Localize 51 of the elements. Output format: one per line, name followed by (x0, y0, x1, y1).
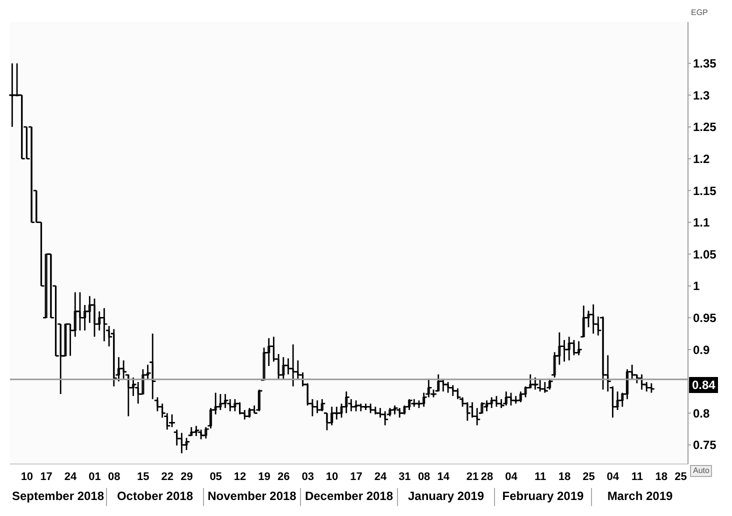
x-tick-label: 11 (631, 470, 643, 483)
y-tick-label: 1.25 (693, 120, 717, 134)
auto-button: Auto (690, 465, 712, 477)
y-axis-title: EGP (691, 8, 708, 17)
y-tick-label: 0.95 (693, 310, 717, 325)
text: March 2019 (591, 488, 688, 506)
text: February 2019 (494, 488, 591, 506)
text: January 2019 (397, 488, 494, 506)
x-tick-label: 24 (374, 470, 388, 483)
x-tick-label: 22 (161, 470, 174, 483)
x-tick-label: 28 (480, 470, 494, 483)
x-tick-label: 14 (437, 470, 450, 483)
x-tick-label: 03 (302, 470, 314, 483)
x-tick-label: 15 (137, 470, 150, 483)
x-tick-label: 12 (234, 470, 246, 483)
x-tick-label: 25 (582, 470, 595, 483)
x-tick-label: 18 (655, 470, 668, 483)
x-tick-label: 26 (277, 470, 290, 483)
x-tick-label: 08 (108, 470, 120, 483)
y-tick-label: 1.3 (693, 88, 710, 102)
y-tick-label: 1 (693, 279, 700, 294)
x-tick-label: 17 (40, 470, 52, 483)
text: September 2018 (10, 488, 106, 505)
annotation: 0.84 (689, 376, 718, 392)
x-tick-label: 04 (505, 470, 518, 483)
text: November 2018 (203, 488, 300, 506)
y-tick-label: 0.8 (693, 406, 710, 420)
y-tick-label: 1.35 (693, 56, 717, 71)
text: December 2018 (300, 488, 397, 506)
x-tick-label: 21 (466, 470, 479, 483)
y-tick-label: 1.05 (693, 247, 717, 262)
x-tick-label: 08 (418, 470, 430, 483)
x-tick-label: 24 (64, 470, 78, 483)
y-tick-label: 1.15 (693, 184, 717, 198)
y-tick-label: 1.1 (693, 216, 710, 230)
y-tick-label: 0.75 (693, 438, 717, 452)
x-tick-label: 01 (88, 470, 101, 483)
y-tick-label: 1.2 (693, 152, 710, 166)
x-tick-label: 10 (20, 470, 34, 483)
x-tick-label: 05 (210, 470, 222, 483)
x-tick-label: 10 (326, 470, 338, 483)
x-tick-label: 11 (534, 470, 546, 483)
x-tick-label: 25 (674, 470, 687, 483)
y-tick-label: 0.9 (693, 342, 710, 357)
x-tick-label: 04 (606, 470, 620, 483)
x-tick-label: 19 (258, 470, 270, 483)
x-tick-label: 17 (350, 470, 362, 483)
x-tick-label: 29 (180, 470, 193, 483)
x-tick-label: 31 (398, 470, 411, 483)
text: October 2018 (106, 488, 203, 506)
x-tick-label: 18 (558, 470, 571, 483)
